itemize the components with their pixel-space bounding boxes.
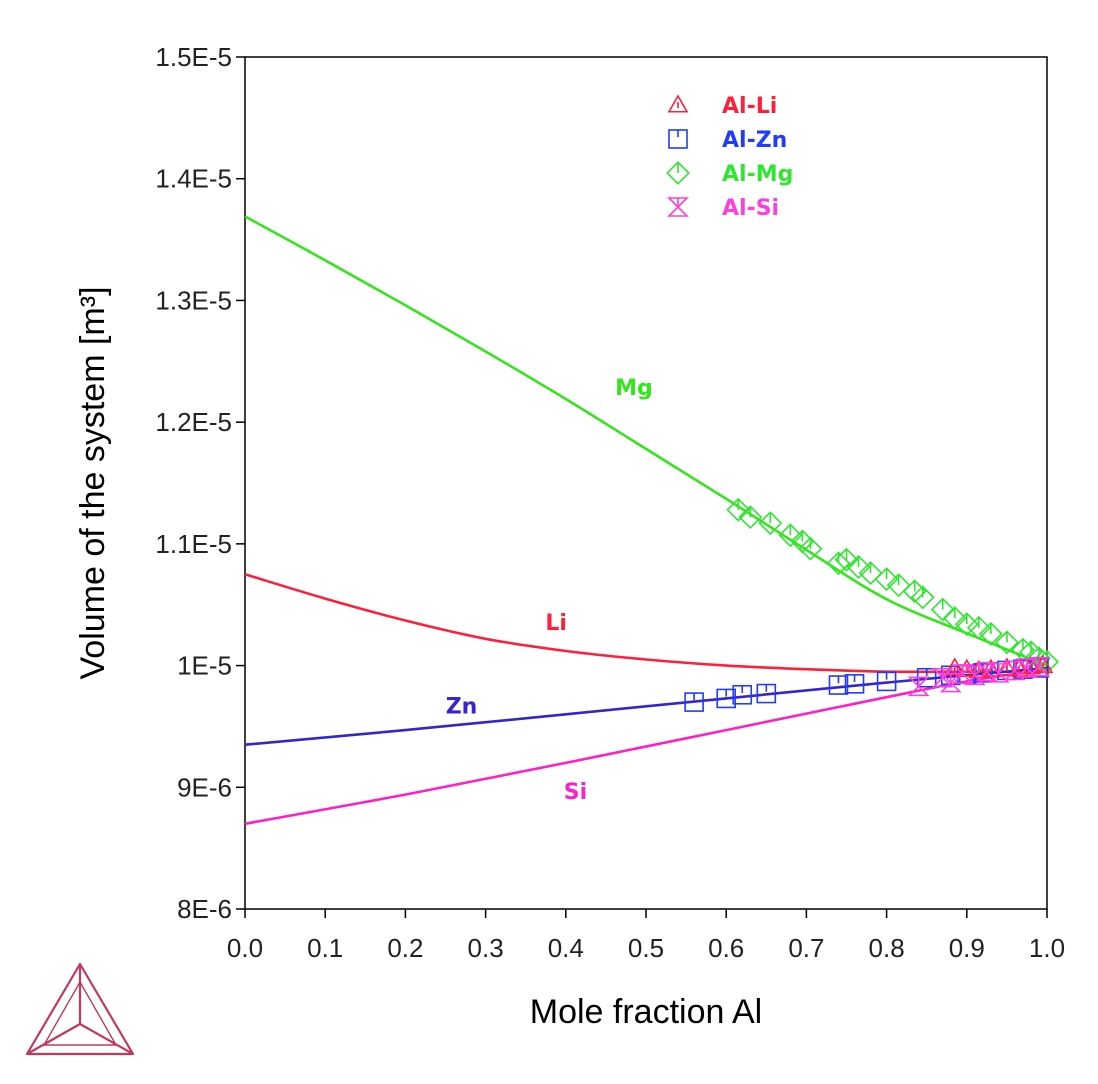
curve-zn: [244, 666, 1048, 746]
data-markers: [684, 497, 1059, 712]
legend-marker-al-mg: [666, 161, 690, 185]
marker-al-si: [987, 663, 1010, 683]
legend-item: Al-Li: [667, 94, 777, 119]
marker-al-si: [975, 661, 998, 682]
y-tick-label: 1.5E-5: [155, 42, 232, 72]
marker-al-mg: [726, 497, 751, 522]
x-tick-label: 0.8: [869, 933, 905, 963]
legend-marker-al-si: [667, 197, 689, 217]
x-tick-label: 0.3: [468, 933, 504, 963]
marker-al-mg: [886, 573, 911, 598]
marker-al-mg: [858, 561, 883, 585]
marker-al-mg: [978, 621, 1003, 646]
marker-al-si: [963, 665, 986, 686]
marker-al-mg: [930, 597, 955, 622]
curve-li: [244, 573, 1047, 674]
plot-frame: [244, 56, 1048, 910]
legend-label: Al-Zn: [722, 128, 787, 153]
x-axis: 0.0 0.1 0.2 0.3 0.4 0.5 0.6 0.7 0.8 0.9 1.0: [227, 909, 1065, 963]
y-tick-label: 9E-6: [177, 772, 232, 802]
x-tick-label: 0.7: [788, 933, 824, 963]
legend-item: Al-Zn: [668, 128, 787, 153]
legend-label: Al-Li: [722, 94, 777, 119]
marker-al-zn: [716, 688, 737, 709]
legend-marker-al-zn: [668, 129, 688, 149]
marker-al-mg: [994, 630, 1019, 655]
marker-al-mg: [910, 585, 935, 610]
marker-al-zn: [684, 692, 704, 712]
marker-al-si: [939, 672, 962, 693]
curves: [244, 215, 1048, 826]
legend-item: Al-Si: [667, 196, 779, 221]
curve-si: [244, 667, 1048, 826]
x-axis-title: Mole fraction Al: [530, 993, 762, 1031]
marker-al-mg: [1027, 646, 1051, 671]
marker-al-mg: [738, 505, 763, 530]
marker-al-si: [907, 676, 930, 697]
marker-al-mg: [798, 536, 823, 561]
y-tick-label: 1E-5: [177, 651, 232, 681]
curve-mg: [244, 215, 1048, 667]
marker-al-zn: [828, 675, 849, 695]
curve-labels: Mg Li Zn Si: [446, 376, 653, 805]
marker-al-zn: [844, 674, 865, 694]
legend-marker-al-li: [667, 94, 689, 113]
marker-al-si: [1003, 660, 1026, 681]
y-tick-label: 1.1E-5: [155, 529, 232, 559]
marker-al-zn: [756, 683, 777, 704]
x-tick-label: 0.5: [628, 933, 664, 963]
curve-label-li: Li: [545, 611, 567, 636]
legend-label: Al-Mg: [722, 162, 793, 187]
y-tick-label: 1.2E-5: [155, 407, 232, 437]
legend-item: Al-Mg: [666, 161, 793, 187]
marker-al-mg: [954, 612, 979, 637]
marker-al-mg: [874, 567, 899, 592]
x-tick-label: 0.9: [949, 933, 985, 963]
marker-al-si: [1016, 658, 1038, 678]
marker-al-mg: [758, 511, 783, 536]
curve-label-mg: Mg: [615, 376, 653, 401]
x-tick-label: 0.2: [387, 933, 423, 963]
x-tick-label: 0.0: [227, 933, 263, 963]
marker-al-zn: [876, 671, 897, 692]
marker-al-si: [1028, 656, 1050, 677]
x-tick-label: 0.1: [307, 933, 343, 963]
tetrahedron-logo-icon: [25, 962, 135, 1056]
marker-al-mg: [942, 606, 967, 631]
marker-al-zn: [732, 684, 753, 705]
marker-al-mg: [846, 555, 871, 579]
marker-al-mg: [966, 615, 991, 640]
marker-al-mg: [778, 523, 803, 548]
marker-al-si: [951, 664, 974, 684]
y-axis: 8E-6 9E-6 1E-5 1.1E-5 1.2E-5 1.3E-5 1.4E-5 1.5E…: [155, 42, 245, 924]
y-tick-label: 1.3E-5: [155, 285, 232, 315]
x-tick-label: 1.0: [1029, 933, 1065, 963]
legend: Al-Li Al-Zn Al-Mg Al-Si: [666, 94, 793, 221]
curve-label-si: Si: [564, 780, 587, 805]
curve-label-zn: Zn: [446, 695, 478, 720]
x-tick-label: 0.6: [708, 933, 744, 963]
legend-label: Al-Si: [722, 196, 779, 221]
x-tick-label: 0.4: [548, 933, 584, 963]
y-axis-title: Volume of the system [m³]: [74, 286, 112, 679]
y-tick-label: 1.4E-5: [155, 164, 232, 194]
marker-al-mg: [834, 547, 859, 572]
y-tick-label: 8E-6: [177, 894, 232, 924]
